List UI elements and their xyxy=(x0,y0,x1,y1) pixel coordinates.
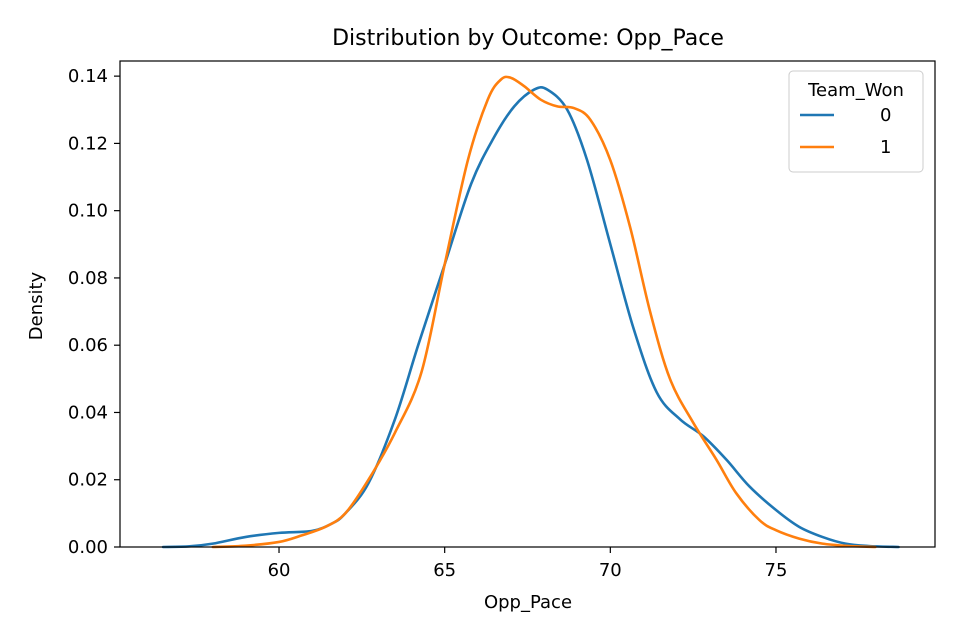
y-tick-label-0.04: 0.04 xyxy=(68,402,108,423)
plot-area: 60 65 70 75 0.00 0.02 0.04 0.06 0.08 0.10 0.12 0.14 xyxy=(68,60,936,581)
x-axis-label: Opp_Pace xyxy=(484,592,572,613)
series-line-0 xyxy=(161,85,900,549)
x-tick-label-75: 75 xyxy=(765,560,788,581)
y-tick-label-0.06: 0.06 xyxy=(68,335,108,356)
y-tick-label-0.02: 0.02 xyxy=(68,470,108,491)
legend-label-1: 1 xyxy=(880,137,891,158)
x-tick-label-65: 65 xyxy=(433,560,456,581)
y-axis-label: Density xyxy=(26,271,47,340)
y-tick-label-0.00: 0.00 xyxy=(68,537,108,558)
plot-frame xyxy=(119,60,936,548)
series-line-1 xyxy=(211,75,877,549)
chart-title: Distribution by Outcome: Opp_Pace xyxy=(332,26,724,51)
legend: Team_Won 0 1 xyxy=(788,70,924,173)
legend-title: Team_Won xyxy=(807,80,904,101)
y-tick-label-0.14: 0.14 xyxy=(68,66,108,87)
x-tick-label-70: 70 xyxy=(599,560,622,581)
legend-label-0: 0 xyxy=(880,105,891,126)
y-tick-label-0.12: 0.12 xyxy=(68,133,108,154)
x-tick-label-60: 60 xyxy=(268,560,291,581)
y-tick-label-0.10: 0.10 xyxy=(68,201,108,222)
y-tick-label-0.08: 0.08 xyxy=(68,268,108,289)
